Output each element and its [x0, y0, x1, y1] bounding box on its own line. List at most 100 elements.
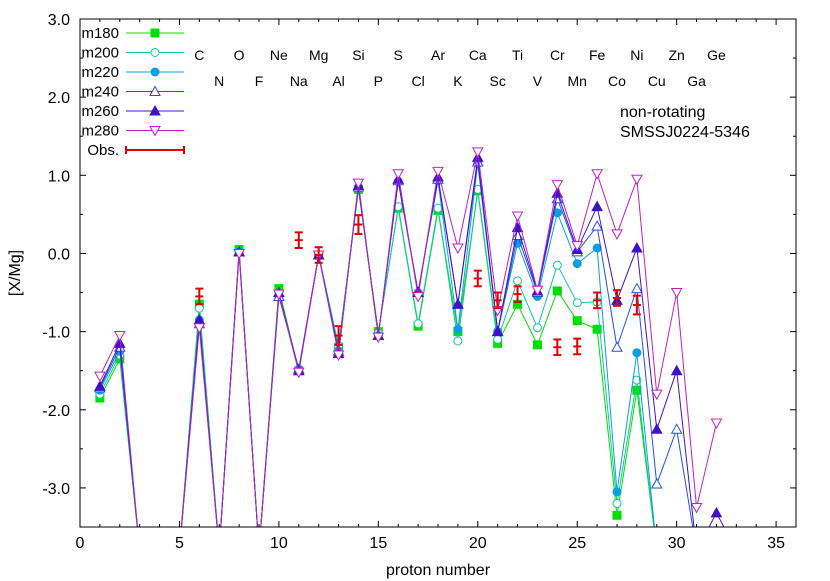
x-tick-label: 20: [469, 535, 487, 552]
obs-point: [553, 338, 562, 357]
element-label-ge: Ge: [707, 47, 726, 63]
data-point-m220: [612, 487, 622, 497]
element-label-co: Co: [608, 73, 626, 89]
legend-swatch-marker: [150, 67, 160, 77]
data-point-m200: [532, 323, 542, 333]
obs-point: [354, 214, 363, 235]
legend: m180 m200 m220 m240 m260 m280 Obs.: [81, 25, 185, 159]
obs-point: [473, 269, 482, 288]
obs-point: [334, 325, 343, 346]
data-point-m260: [591, 200, 603, 212]
x-tick-label: 35: [767, 535, 785, 552]
legend-swatch-marker: [149, 104, 161, 116]
data-point-m280: [611, 229, 623, 240]
data-point-m220: [572, 259, 582, 269]
data-point-m180: [592, 324, 602, 334]
legend-entry-obs: Obs.: [87, 142, 185, 159]
element-label-c: C: [194, 47, 204, 63]
data-point-m280: [531, 285, 544, 297]
y-axis-label: [X/Mg]: [7, 250, 24, 296]
data-point-m180: [632, 385, 642, 395]
y-tick-labels: -3.0 -2.0 -1.0 0.0 1.0 2.0 3.0: [42, 12, 70, 498]
series-line-m200: [99, 187, 655, 527]
annotations: non-rotating SMSSJ0224-5346: [620, 104, 750, 141]
star-annotation: SMSSJ0224-5346: [620, 124, 750, 141]
element-label-ne: Ne: [270, 47, 288, 63]
data-point-m260: [710, 506, 723, 518]
data-point-m240: [650, 477, 663, 489]
series-line-m240: [99, 161, 694, 527]
legend-swatch-marker: [149, 85, 161, 96]
data-point-m200: [612, 499, 622, 509]
element-label-sc: Sc: [489, 73, 505, 89]
y-tick-label: 0.0: [48, 246, 70, 263]
data-point-m280: [511, 211, 524, 222]
data-point-m280: [292, 367, 305, 379]
legend-label: m220: [81, 64, 119, 81]
x-tick-label: 0: [76, 535, 85, 552]
element-label-mn: Mn: [567, 73, 586, 89]
data-point-m260: [452, 298, 464, 309]
data-point-m280: [193, 323, 206, 334]
axis-ticks: [79, 18, 796, 527]
x-tick-label: 15: [369, 535, 387, 552]
data-point-m180: [572, 316, 582, 326]
obs-point: [573, 337, 582, 356]
data-point-m280: [412, 291, 424, 303]
data-point-m260: [631, 241, 643, 253]
data-point-m280: [273, 289, 285, 301]
element-label-ar: Ar: [431, 47, 445, 63]
data-point-m200: [413, 319, 423, 329]
legend-entry-m220: m220: [81, 64, 184, 81]
data-point-m280: [670, 288, 683, 299]
obs-point: [593, 291, 602, 310]
data-point-m280: [650, 389, 663, 401]
data-point-m280: [591, 169, 603, 180]
y-tick-label: -2.0: [42, 403, 70, 420]
data-point-m280: [233, 248, 245, 260]
series-line-m280: [99, 151, 717, 527]
element-label-ca: Ca: [469, 47, 487, 63]
legend-swatch-marker: [150, 28, 160, 38]
legend-label: m260: [81, 103, 119, 120]
data-point-m260: [650, 423, 663, 434]
element-label-na: Na: [290, 73, 308, 89]
legend-entry-m240: m240: [81, 84, 184, 101]
obs-point: [493, 291, 502, 310]
element-label-cr: Cr: [550, 47, 565, 63]
data-point-m260: [670, 364, 683, 376]
data-point-m200: [453, 336, 463, 346]
element-label-o: O: [234, 47, 245, 63]
data-point-m280: [392, 169, 405, 180]
data-point-m260: [113, 337, 126, 348]
obs-point: [294, 231, 303, 249]
element-label-s: S: [394, 47, 403, 63]
data-point-m240: [591, 220, 603, 231]
element-labels: C O Ne Mg Si S Ar Ca Ti Cr Fe Ni Zn Ge N F Na Al P Cl K Sc V Mn…: [194, 47, 726, 89]
data-point-m260: [491, 325, 504, 337]
element-label-mg: Mg: [309, 47, 328, 63]
legend-entry-m200: m200: [81, 45, 184, 62]
data-point-m240: [611, 341, 623, 352]
data-point-m280: [631, 174, 643, 186]
data-point-m280: [94, 371, 106, 383]
data-point-m280: [332, 350, 345, 362]
element-label-cu: Cu: [648, 73, 666, 89]
obs-point: [613, 289, 621, 307]
obs-point: [314, 246, 323, 264]
series-m280: [94, 147, 723, 527]
model-annotation: non-rotating: [620, 104, 705, 121]
element-label-n: N: [214, 73, 224, 89]
series-line-m220: [99, 163, 655, 527]
data-point-m220: [632, 348, 642, 358]
data-point-m180: [532, 340, 542, 350]
legend-entry-m180: m180: [81, 25, 184, 42]
x-tick-label: 30: [668, 535, 686, 552]
obs-point: [632, 294, 641, 316]
x-axis-label: proton number: [386, 562, 491, 579]
data-point-m280: [690, 502, 703, 514]
legend-entry-m280: m280: [81, 123, 184, 140]
data-point-m200: [572, 298, 582, 308]
legend-swatch-marker: [149, 126, 161, 137]
